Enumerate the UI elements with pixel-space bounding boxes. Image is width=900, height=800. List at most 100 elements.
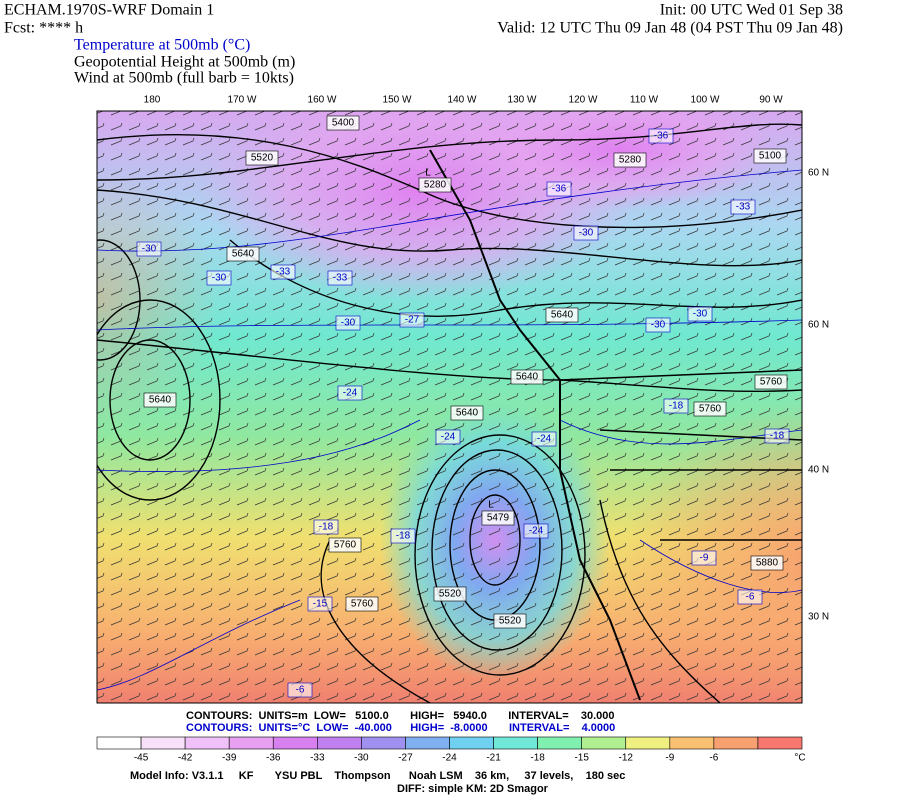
label-box — [546, 181, 572, 197]
label-box — [435, 429, 461, 445]
longitude-label: 120 W — [569, 95, 598, 106]
temperature-label: -18 — [396, 531, 411, 542]
label-box — [136, 241, 162, 257]
temperature-label: -33 — [736, 202, 751, 213]
colorbar-unit: °C — [794, 753, 805, 764]
field: Wind at 500mb (full barb = 10kts) — [74, 70, 294, 87]
temperature-label: -18 — [770, 431, 785, 442]
label-box — [245, 150, 279, 166]
height-label: 5640 — [551, 310, 574, 321]
label-box — [287, 682, 313, 698]
temperature-label: -33 — [276, 267, 291, 278]
label-box — [613, 152, 647, 168]
label-box — [226, 246, 260, 262]
height-label: 5520 — [439, 589, 462, 600]
label-box — [753, 148, 787, 164]
height-label: 5760 — [760, 377, 783, 388]
colorbar-tick-label: -45 — [134, 753, 149, 764]
label-box — [337, 385, 363, 401]
label-box — [143, 392, 177, 408]
longitude-label: 130 W — [508, 95, 537, 106]
temperature-label: -30 — [212, 273, 227, 284]
label-box — [754, 374, 788, 390]
field: Geopotential Height at 500mb (m) — [74, 54, 295, 71]
temperature-label: -24 — [537, 434, 552, 445]
label-box — [737, 589, 763, 605]
temperature-label: -24 — [441, 432, 456, 443]
colorbar-cell — [581, 736, 627, 750]
label-box — [327, 270, 353, 286]
label-box — [433, 586, 467, 602]
label-box — [531, 431, 557, 447]
colorbar-cell — [625, 736, 671, 750]
label-box — [206, 270, 232, 286]
label-box — [328, 537, 362, 553]
init: Init: 00 UTC Wed 01 Sep 38 — [660, 2, 843, 19]
colorbar-cell — [537, 736, 582, 750]
colorbar-tick-label: -21 — [486, 753, 501, 764]
height-label: 5640 — [149, 395, 172, 406]
title: ECHAM.1970S-WRF Domain 1 — [4, 2, 214, 19]
height-label: 5400 — [332, 118, 355, 129]
latitude-label: 60 N — [808, 168, 829, 179]
label-box — [730, 199, 756, 215]
temperature-label: -30 — [341, 318, 356, 329]
label-box — [481, 510, 515, 526]
label-box — [345, 596, 379, 612]
label-box — [390, 528, 416, 544]
temperature-label: -24 — [529, 526, 544, 537]
longitude-label: 180 — [144, 95, 161, 106]
colorbar-tick-label: -39 — [222, 753, 237, 764]
colorbar-cell — [317, 736, 362, 750]
colorbar-cell — [757, 736, 803, 750]
colorbar-tick-label: -6 — [709, 753, 718, 764]
height-label: 5100 — [759, 151, 782, 162]
height-label: 5520 — [251, 153, 274, 164]
label-box — [399, 312, 425, 328]
colorbar-cell — [449, 736, 494, 750]
colorbar-cell — [140, 736, 186, 750]
model-info: Model Info: V3.1.1 KF YSU PBL Thompson N… — [130, 770, 625, 782]
field: Temperature at 500mb (°C) — [74, 37, 250, 54]
forecast: Fcst: **** h — [4, 20, 83, 37]
label-box — [418, 177, 452, 193]
colorbar-tick-label: -24 — [442, 753, 457, 764]
label-box — [326, 115, 360, 131]
colorbar-cell — [713, 736, 759, 750]
label-box — [645, 317, 671, 333]
latitude-label: 60 N — [808, 320, 829, 331]
temperature-label: -27 — [405, 315, 420, 326]
longitude-label: 170 W — [228, 95, 257, 106]
colorbar-tick-label: -42 — [178, 753, 193, 764]
height-label: 5760 — [351, 599, 374, 610]
label-box — [663, 398, 689, 414]
colorbar-cell — [228, 736, 274, 750]
colorbar-cell — [361, 736, 406, 750]
longitude-label: 90 W — [759, 95, 783, 106]
temperature-label: -18 — [669, 401, 684, 412]
height-label: 5640 — [456, 408, 479, 419]
temperature-label: -30 — [651, 320, 666, 331]
colorbar-tick-label: -12 — [619, 753, 634, 764]
temperature-label: -36 — [654, 131, 669, 142]
temperature-label: -30 — [142, 244, 157, 255]
label-box — [450, 405, 484, 421]
height-label: 5760 — [699, 404, 722, 415]
label-box — [687, 306, 713, 322]
map-frame — [96, 110, 803, 704]
temperature-contour-info: CONTOURS: UNITS=°C LOW= -40.000 HIGH= -8… — [186, 722, 615, 734]
longitude-label: 110 W — [630, 95, 659, 106]
label-box — [648, 128, 674, 144]
height-contour-info: CONTOURS: UNITS=m LOW= 5100.0 HIGH= 5940… — [186, 710, 615, 722]
colorbar-tick-label: -15 — [574, 753, 589, 764]
height-label: 5640 — [232, 249, 255, 260]
colorbar-cell — [96, 736, 142, 750]
colorbar-tick-label: -27 — [398, 753, 413, 764]
label-box — [764, 428, 790, 444]
temperature-label: -18 — [319, 522, 334, 533]
label-box — [307, 596, 333, 612]
colorbar-tick-label: -33 — [310, 753, 325, 764]
colorbar-tick-label: -36 — [266, 753, 281, 764]
label-box — [545, 307, 579, 323]
longitude-label: 140 W — [448, 95, 477, 106]
